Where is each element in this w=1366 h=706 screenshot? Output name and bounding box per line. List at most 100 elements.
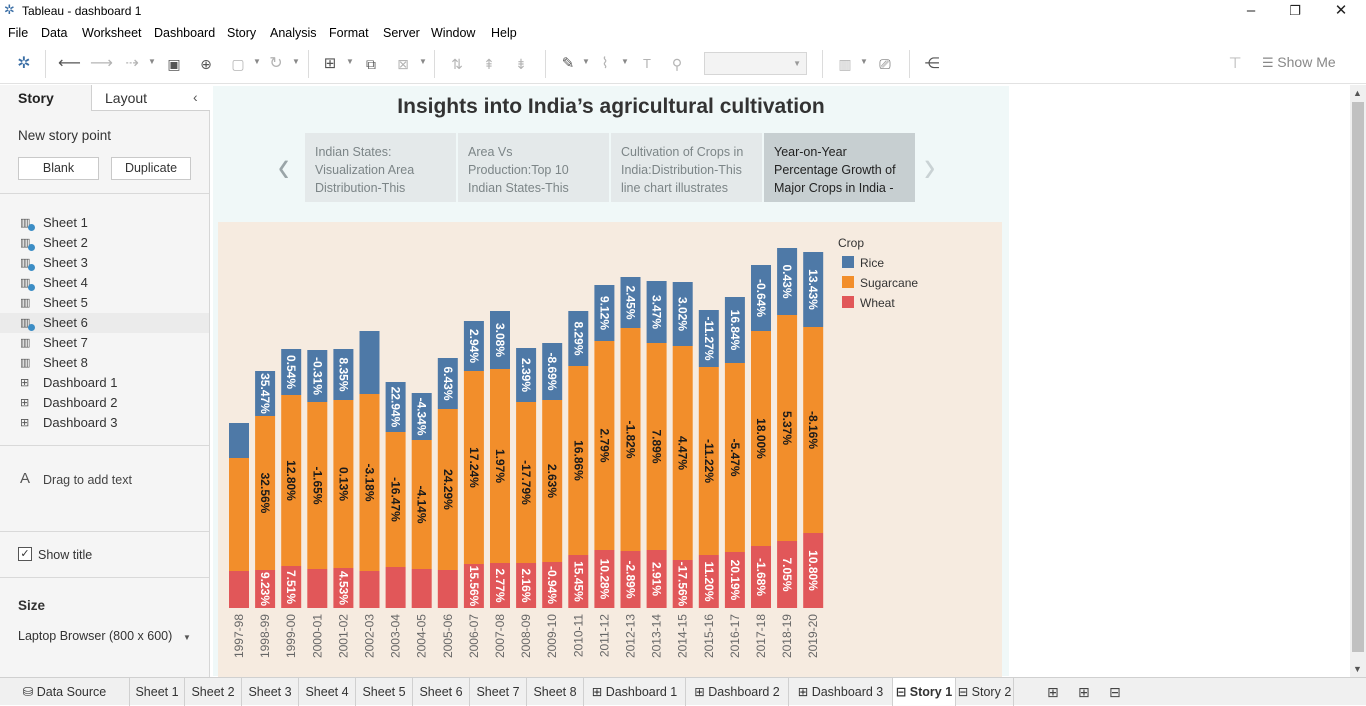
bar-segment-sugarcane[interactable] — [490, 369, 510, 563]
bar-segment-wheat[interactable] — [385, 567, 406, 608]
bar-segment-sugarcane[interactable] — [698, 367, 719, 555]
bar-segment-rice[interactable] — [255, 371, 276, 416]
story-point-4[interactable]: Year-on-Year Percentage Growth of Major Cr… — [764, 133, 915, 202]
story-point-3[interactable]: Cultivation of Crops in India:Distributio… — [611, 133, 762, 202]
menu-story[interactable]: Story — [227, 26, 257, 40]
bar-segment-wheat[interactable] — [229, 571, 249, 608]
tab-sheet-2[interactable]: Sheet 2 — [185, 678, 242, 706]
bar-segment-sugarcane[interactable] — [594, 341, 615, 550]
fix-axes-icon[interactable]: ⚲ — [671, 56, 683, 72]
menu-format[interactable]: Format — [329, 26, 369, 40]
tab-dashboard-1[interactable]: ⊞ Dashboard 1 — [584, 678, 686, 706]
blank-button[interactable]: Blank — [18, 157, 99, 180]
bar-segment-rice[interactable] — [359, 331, 380, 394]
duplicate-button[interactable]: Duplicate — [111, 157, 191, 180]
tab-story-1[interactable]: ⊟ Story 1 — [893, 678, 956, 706]
bar-segment-sugarcane[interactable] — [307, 402, 328, 569]
bar-segment-sugarcane[interactable] — [411, 440, 432, 569]
bar-segment-rice[interactable] — [229, 423, 249, 458]
bar-segment-rice[interactable] — [333, 349, 354, 400]
tab-dashboard-3[interactable]: ⊞ Dashboard 3 — [789, 678, 893, 706]
clear-caret-icon[interactable]: ▼ — [419, 57, 427, 66]
bar-segment-wheat[interactable] — [281, 566, 302, 608]
show-me-button[interactable]: ☰ Show Me — [1262, 54, 1336, 71]
sheet-list-item[interactable]: ▥ Sheet 7 — [0, 333, 209, 353]
bar-segment-sugarcane[interactable] — [437, 409, 458, 570]
bar-segment-sugarcane[interactable] — [568, 366, 589, 555]
bar-segment-wheat[interactable] — [803, 533, 824, 608]
bar-segment-wheat[interactable] — [333, 568, 354, 608]
previous-story-point-icon[interactable]: ‹ — [278, 142, 290, 192]
collapse-pane-icon[interactable]: ‹ — [193, 89, 198, 105]
bar-segment-rice[interactable] — [568, 311, 589, 366]
new-story-tab-icon[interactable]: ⊟ — [1109, 684, 1121, 700]
bar-segment-rice[interactable] — [411, 393, 432, 440]
show-title-checkbox[interactable]: ✓ — [18, 547, 32, 561]
sheet-list-item[interactable]: ▥ Sheet 5 — [0, 293, 209, 313]
bar-segment-rice[interactable] — [542, 343, 563, 400]
bar-segment-sugarcane[interactable] — [803, 327, 824, 533]
sheet-list-item[interactable]: ▥ Sheet 8 — [0, 353, 209, 373]
tab-sheet-3[interactable]: Sheet 3 — [242, 678, 299, 706]
bar-segment-wheat[interactable] — [672, 560, 693, 608]
legend-label-rice[interactable]: Rice — [860, 256, 885, 270]
group-caret-icon[interactable]: ▼ — [621, 57, 629, 66]
bar-segment-wheat[interactable] — [307, 569, 328, 608]
bar-segment-wheat[interactable] — [255, 570, 276, 608]
tab-data-source[interactable]: ⛁ Data Source — [0, 678, 130, 706]
menu-server[interactable]: Server — [383, 26, 420, 40]
pause-caret-icon[interactable]: ▼ — [253, 57, 261, 66]
bar-segment-sugarcane[interactable] — [333, 400, 354, 568]
menu-worksheet[interactable]: Worksheet — [82, 26, 142, 40]
sheet-list-item[interactable]: ▥ Sheet 3 — [0, 253, 209, 273]
bar-segment-rice[interactable] — [777, 248, 798, 315]
menu-data[interactable]: Data — [41, 26, 68, 40]
bar-segment-sugarcane[interactable] — [281, 395, 302, 566]
new-dashboard-tab-icon[interactable]: ⊞ — [1078, 684, 1090, 700]
bar-segment-rice[interactable] — [620, 277, 641, 328]
refresh-icon[interactable]: ↻ — [269, 55, 283, 72]
legend-label-sugarcane[interactable]: Sugarcane — [860, 276, 919, 290]
show-mark-labels-icon[interactable]: T — [643, 56, 651, 71]
bar-segment-rice[interactable] — [594, 285, 615, 341]
bar-segment-wheat[interactable] — [568, 555, 589, 608]
bar-segment-wheat[interactable] — [724, 552, 745, 608]
bar-segment-rice[interactable] — [803, 252, 824, 327]
bar-segment-sugarcane[interactable] — [672, 346, 693, 560]
restore-button[interactable]: ❐ — [1289, 3, 1301, 18]
bar-segment-rice[interactable] — [307, 350, 328, 402]
sheet-list-item[interactable]: ▥ Sheet 6 — [0, 313, 209, 333]
redo-icon[interactable]: ⟶ — [90, 55, 113, 72]
bar-segment-sugarcane[interactable] — [646, 343, 667, 550]
tab-story[interactable]: Story — [0, 85, 92, 111]
highlight-caret-icon[interactable]: ▼ — [582, 57, 590, 66]
bar-segment-rice[interactable] — [463, 321, 484, 371]
bar-segment-sugarcane[interactable] — [516, 402, 537, 563]
legend-swatch-wheat[interactable] — [842, 296, 854, 308]
story-point-1[interactable]: Indian States: Visualization Area Distribu… — [305, 133, 456, 202]
size-caret-icon[interactable]: ▼ — [183, 633, 191, 642]
sheet-list-item[interactable]: ▥ Sheet 1 — [0, 213, 209, 233]
bar-segment-sugarcane[interactable] — [724, 363, 745, 552]
drag-to-add-text[interactable]: Drag to add text — [43, 473, 132, 487]
scroll-up-icon[interactable]: ▲ — [1353, 88, 1362, 98]
bar-segment-wheat[interactable] — [359, 571, 380, 608]
bar-segment-rice[interactable] — [698, 310, 719, 367]
tab-sheet-7[interactable]: Sheet 7 — [470, 678, 527, 706]
bar-segment-wheat[interactable] — [490, 563, 510, 608]
fit-dropdown[interactable]: ▼ — [704, 52, 807, 75]
bar-segment-sugarcane[interactable] — [385, 432, 406, 567]
menu-file[interactable]: File — [8, 26, 29, 40]
scrollbar-thumb[interactable] — [1352, 102, 1364, 652]
tableau-home-icon[interactable]: ✲ — [17, 55, 31, 72]
bar-segment-sugarcane[interactable] — [359, 394, 380, 571]
bar-segment-rice[interactable] — [490, 311, 510, 369]
tab-sheet-4[interactable]: Sheet 4 — [299, 678, 356, 706]
replay-caret-icon[interactable]: ▼ — [148, 57, 156, 66]
bar-segment-rice[interactable] — [646, 281, 667, 343]
bar-segment-sugarcane[interactable] — [229, 458, 249, 571]
highlight-icon[interactable]: ✎ — [561, 55, 575, 72]
bar-segment-sugarcane[interactable] — [463, 371, 484, 564]
replay-icon[interactable]: ⇢ — [125, 55, 139, 72]
sort-ascending-icon[interactable]: ⇞ — [483, 56, 495, 72]
